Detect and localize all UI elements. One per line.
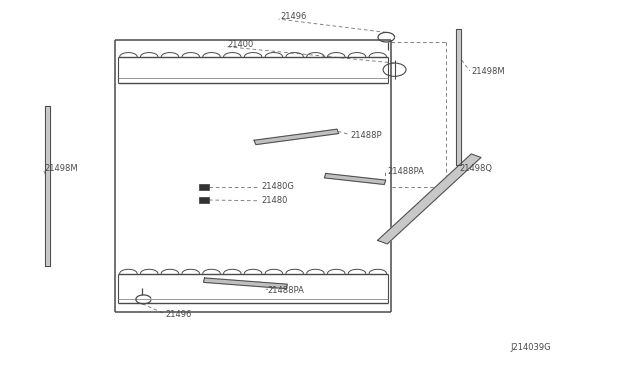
Text: 21496: 21496 <box>166 310 192 319</box>
Text: J214039G: J214039G <box>510 343 550 352</box>
Bar <box>199 184 209 190</box>
Polygon shape <box>204 278 287 289</box>
Text: 21488P: 21488P <box>351 131 382 140</box>
Text: 21498Q: 21498Q <box>459 164 492 173</box>
Text: 21480: 21480 <box>261 196 288 205</box>
Bar <box>199 197 209 203</box>
Text: 21498M: 21498M <box>45 164 78 173</box>
Text: 21480G: 21480G <box>261 182 294 191</box>
Polygon shape <box>378 154 481 244</box>
Text: 21488PA: 21488PA <box>268 286 305 295</box>
Polygon shape <box>456 29 461 164</box>
Polygon shape <box>254 129 339 145</box>
Text: 21488PA: 21488PA <box>387 167 424 176</box>
Text: 21400: 21400 <box>228 41 254 49</box>
Polygon shape <box>45 106 50 266</box>
Polygon shape <box>324 173 386 185</box>
Text: 21496: 21496 <box>280 12 307 22</box>
Text: 21498M: 21498M <box>472 67 506 76</box>
